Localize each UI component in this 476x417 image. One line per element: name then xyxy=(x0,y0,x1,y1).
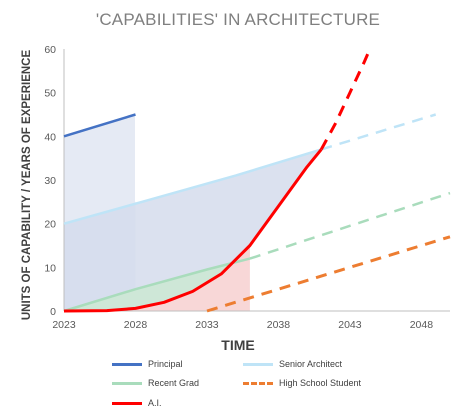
x-tick-label: 2043 xyxy=(338,319,362,331)
a-i-projection-line xyxy=(319,48,372,151)
y-tick-label: 0 xyxy=(50,306,56,318)
y-tick-label: 60 xyxy=(44,44,56,56)
legend-swatch xyxy=(112,401,142,405)
high-school-student-line xyxy=(206,235,451,313)
legend-item: High School Student xyxy=(243,378,361,388)
x-tick-label: 2023 xyxy=(52,319,76,331)
legend-swatch xyxy=(243,362,273,366)
senior-architect-line xyxy=(63,148,322,225)
y-tick-label: 20 xyxy=(44,219,56,231)
senior-architect-projection-line xyxy=(320,113,437,151)
legend-swatch xyxy=(112,381,142,385)
legend-swatch xyxy=(243,381,273,385)
x-tick-label: 2038 xyxy=(267,319,291,331)
y-tick-label: 30 xyxy=(44,175,56,187)
legend-label: Senior Architect xyxy=(279,359,343,369)
x-tick-label: 2033 xyxy=(195,319,219,331)
legend-label: A.I. xyxy=(148,398,162,408)
x-axis-title: TIME xyxy=(221,337,255,353)
legend-label: Recent Grad xyxy=(148,378,200,388)
principal-line xyxy=(63,113,136,138)
legend-item: Recent Grad xyxy=(112,378,199,388)
a-i-line xyxy=(63,148,323,313)
ai-region xyxy=(64,245,250,311)
recent-grad-projection-line xyxy=(249,191,451,260)
x-tick-label: 2048 xyxy=(410,319,434,331)
legend-item: Senior Architect xyxy=(243,359,342,369)
recent-grad-line xyxy=(63,257,251,313)
chart-title: 'CAPABILITIES' IN ARCHITECTURE xyxy=(95,10,381,29)
y-tick-label: 40 xyxy=(44,131,56,143)
legend-item: A.I. xyxy=(112,398,162,408)
legend-swatch xyxy=(112,362,142,366)
legend-item: Principal xyxy=(112,359,183,369)
y-tick-label: 50 xyxy=(44,88,56,100)
x-tick-label: 2028 xyxy=(124,319,148,331)
legend-label: Principal xyxy=(148,359,183,369)
legend-label: High School Student xyxy=(279,378,362,388)
senior-architect-region xyxy=(64,149,322,311)
y-tick-label: 10 xyxy=(44,262,56,274)
